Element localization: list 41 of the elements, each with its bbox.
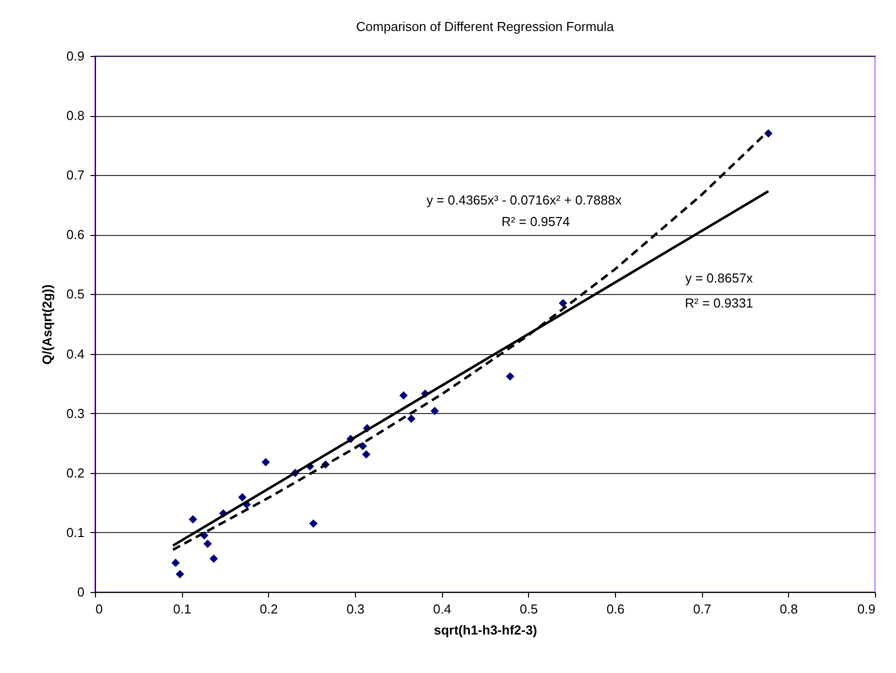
x-tick-label: 0.4 xyxy=(433,602,452,616)
y-tick-label: 0.1 xyxy=(66,524,84,540)
point xyxy=(399,391,408,400)
annotation: y = 0.8657x xyxy=(685,270,754,286)
annotation: R² = 0.9331 xyxy=(684,296,754,311)
x-tick-label: 0.7 xyxy=(693,602,712,616)
point xyxy=(430,406,439,416)
x-tick-label: 0.1 xyxy=(173,602,192,616)
x-tick-label: 0.5 xyxy=(520,602,538,616)
y-tick-label: 0.2 xyxy=(66,465,84,480)
point xyxy=(558,298,568,308)
y-tick-label: 0.7 xyxy=(66,168,84,183)
point xyxy=(262,458,270,466)
point xyxy=(203,540,212,548)
point xyxy=(171,558,180,567)
point xyxy=(210,554,218,563)
point xyxy=(362,450,370,459)
y-tick-label: 0.4 xyxy=(66,346,84,362)
y-tick-label: 0 xyxy=(77,584,84,600)
annotation: R² = 0.9574 xyxy=(502,214,570,230)
x-tick-label: 0.9 xyxy=(857,602,876,616)
x-tick-label: 0.2 xyxy=(260,602,278,616)
x-tick-label: 0 xyxy=(96,602,103,616)
y-tick-label: 0.8 xyxy=(66,108,84,124)
point xyxy=(506,372,514,381)
point xyxy=(407,414,416,423)
x-tick-label: 0.6 xyxy=(606,602,625,616)
chart-title: Comparison of Different Regression Formula xyxy=(356,19,615,34)
y-axis-title: Q/(Asqrt(2g)) xyxy=(39,284,54,365)
y-tick-label: 0.6 xyxy=(66,227,84,242)
point xyxy=(188,515,198,524)
x-tick-label: 0.8 xyxy=(780,602,798,616)
x-axis-title: sqrt(h1-h3-hf2-3) xyxy=(434,622,538,638)
y-tick-label: 0.3 xyxy=(66,406,84,421)
point xyxy=(309,519,318,528)
y-tick-label: 0.9 xyxy=(66,48,84,64)
y-tick-label: 0.5 xyxy=(66,286,84,302)
annotation: y = 0.4365x³ - 0.0716x² + 0.7888x xyxy=(426,192,622,208)
x-tick-label: 0.3 xyxy=(346,602,365,616)
point xyxy=(176,570,184,578)
point xyxy=(238,493,247,502)
